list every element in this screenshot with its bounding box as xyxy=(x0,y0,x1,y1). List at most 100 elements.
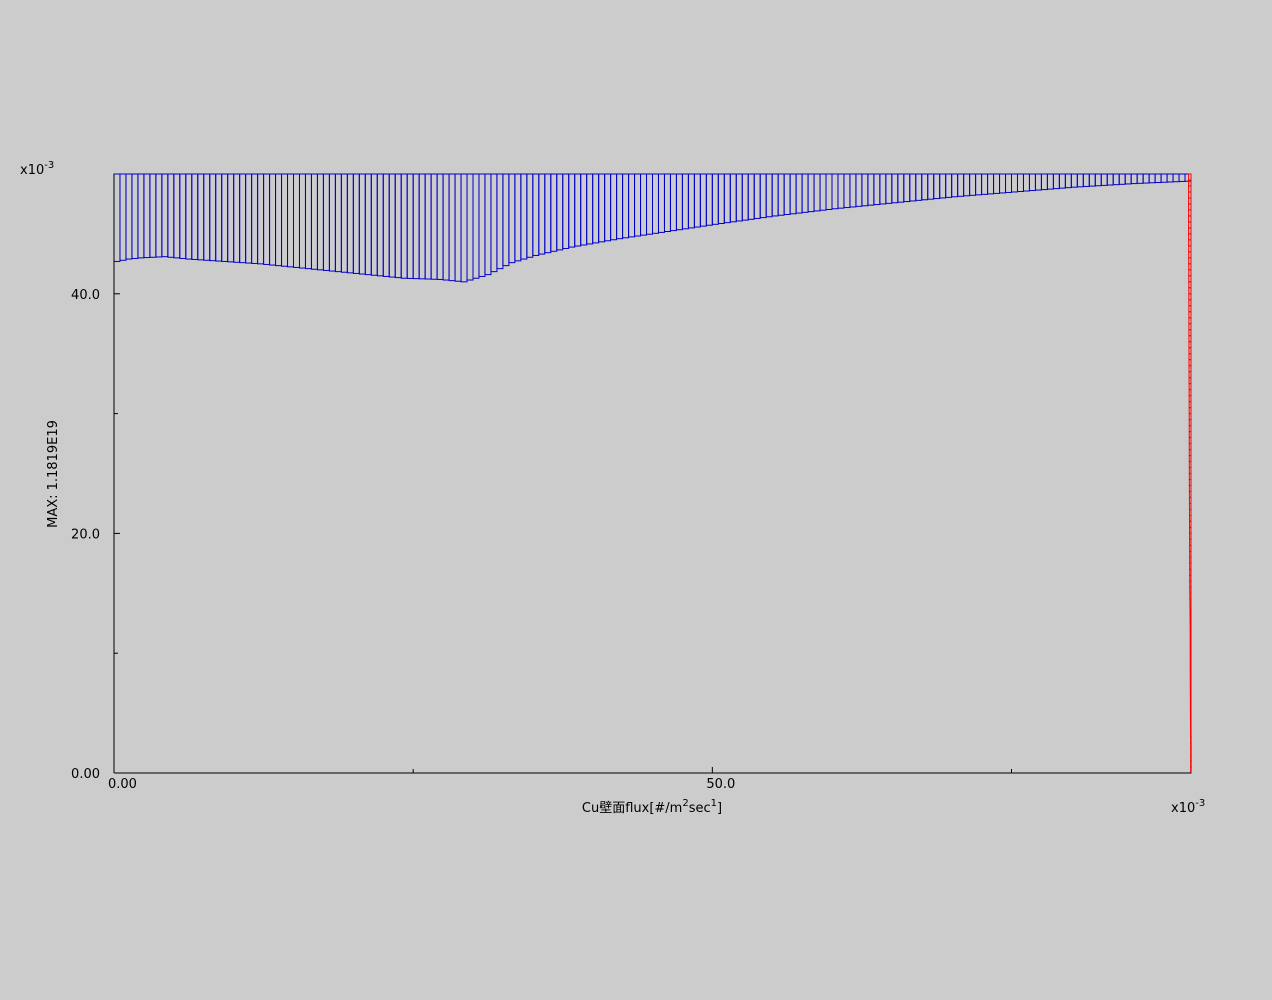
bar xyxy=(209,173,217,262)
bar xyxy=(933,173,941,200)
bar xyxy=(424,173,432,280)
bar xyxy=(663,173,671,233)
bar xyxy=(1189,574,1192,582)
bar xyxy=(550,173,558,252)
bar xyxy=(1188,209,1192,217)
bar xyxy=(1022,173,1030,192)
bar xyxy=(1046,173,1054,190)
bar xyxy=(1189,628,1192,636)
bar xyxy=(1188,461,1192,469)
bar xyxy=(1189,706,1192,714)
bar xyxy=(789,173,797,215)
bar xyxy=(1189,580,1192,588)
bar xyxy=(334,173,342,273)
ticks: 0.00 50.0 0.00 20.0 40.0 xyxy=(71,288,1012,792)
bar xyxy=(1189,688,1192,696)
bar xyxy=(1154,173,1162,184)
x-axis-title: Cu壁面flux[#/m2sec1] xyxy=(582,798,722,816)
bar xyxy=(1189,526,1192,534)
bar xyxy=(1188,203,1192,211)
bar xyxy=(1188,269,1192,277)
bar xyxy=(843,173,851,209)
bar xyxy=(837,173,845,209)
bar xyxy=(1189,658,1192,666)
bar xyxy=(741,173,749,221)
bar xyxy=(604,173,612,242)
bar xyxy=(556,173,564,251)
bar xyxy=(1188,437,1192,445)
bar xyxy=(394,173,402,279)
bar xyxy=(945,173,953,198)
bar xyxy=(1188,251,1192,259)
bar xyxy=(1188,323,1192,331)
bar xyxy=(155,173,163,258)
bar xyxy=(1188,347,1192,355)
bar xyxy=(1190,760,1192,768)
bar xyxy=(1178,173,1186,182)
bar xyxy=(1016,173,1024,192)
bar xyxy=(203,173,211,261)
bar xyxy=(1189,550,1192,558)
bar xyxy=(406,173,414,279)
bar xyxy=(1188,191,1192,199)
series-blue-bars xyxy=(113,173,1192,283)
bar xyxy=(1189,604,1192,612)
bar xyxy=(1188,401,1192,409)
bar xyxy=(388,173,396,278)
bar xyxy=(646,173,653,235)
bar xyxy=(1190,748,1192,756)
bar xyxy=(1190,736,1192,744)
bar xyxy=(436,173,444,280)
bar xyxy=(1188,425,1192,433)
bar xyxy=(466,173,474,281)
bar xyxy=(657,173,665,233)
y-exponent-label: x10-3 xyxy=(20,160,54,178)
bar xyxy=(269,173,277,266)
bar xyxy=(508,173,516,264)
bar xyxy=(137,173,145,259)
bar xyxy=(143,173,151,259)
bar xyxy=(532,173,540,256)
bar xyxy=(1188,484,1192,492)
bar xyxy=(1190,742,1192,750)
bar xyxy=(963,173,971,197)
bar xyxy=(1188,239,1192,247)
bar xyxy=(328,173,336,272)
bar xyxy=(1188,197,1192,205)
bar xyxy=(173,173,181,259)
bar xyxy=(711,173,719,225)
bar xyxy=(855,173,863,207)
bar xyxy=(1189,616,1192,624)
bar xyxy=(1188,281,1192,289)
bar xyxy=(879,173,887,205)
bar xyxy=(957,173,965,197)
bar xyxy=(927,173,935,200)
bar xyxy=(568,173,576,248)
bar xyxy=(1188,496,1192,504)
bar xyxy=(951,173,959,198)
bar xyxy=(1189,568,1192,576)
bar xyxy=(993,173,1001,194)
bar xyxy=(1189,700,1192,708)
bar xyxy=(1188,365,1192,373)
bar xyxy=(1188,353,1192,361)
y-axis-title: MAX: 1.1819E19 xyxy=(46,420,61,528)
bar xyxy=(490,173,498,273)
bar xyxy=(514,173,522,262)
bar xyxy=(1190,754,1192,762)
bar xyxy=(1188,299,1192,307)
bar xyxy=(1189,664,1192,672)
bar xyxy=(652,173,659,234)
bar xyxy=(1189,556,1192,564)
bar xyxy=(1188,389,1192,397)
bar xyxy=(1188,467,1192,475)
bar xyxy=(1082,173,1090,187)
bar xyxy=(352,173,360,274)
bar xyxy=(1188,443,1192,451)
bar xyxy=(316,173,324,271)
bar xyxy=(825,173,833,210)
bar xyxy=(1058,173,1066,189)
bar xyxy=(460,173,468,283)
bar xyxy=(819,173,827,211)
bar xyxy=(1189,670,1192,678)
